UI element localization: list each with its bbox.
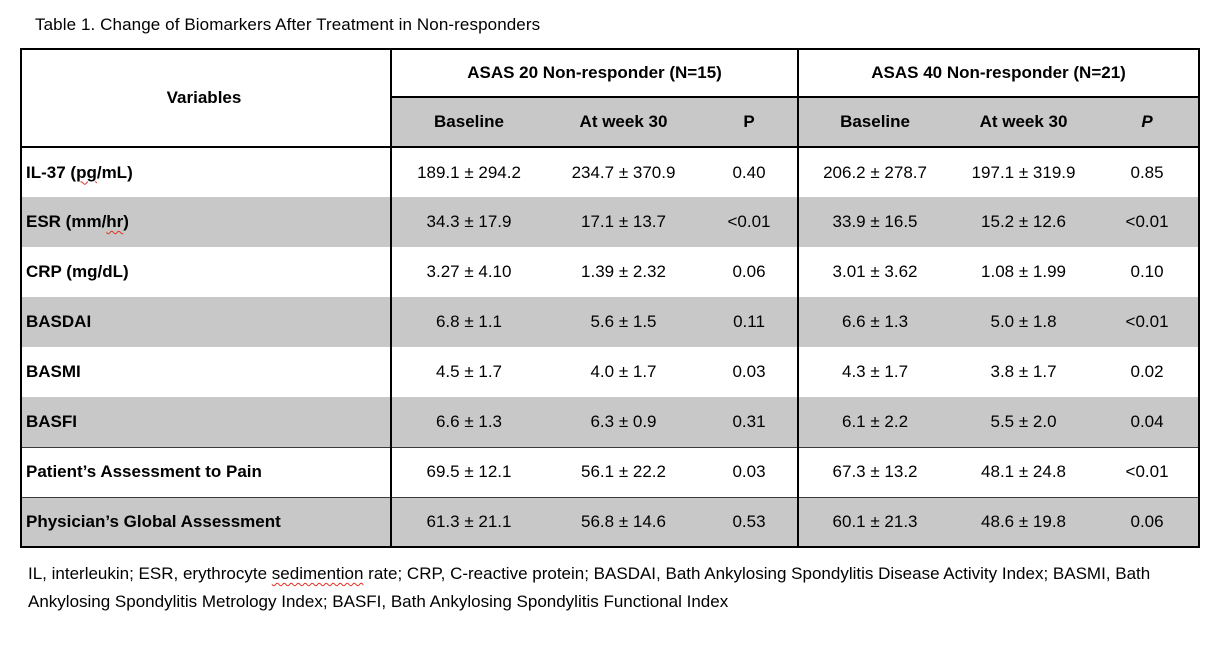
asas40-pvalue: <0.01: [1096, 446, 1200, 497]
variable-label: Physician’s Global Assessment: [21, 496, 392, 547]
asas40-week30-header: At week 30: [951, 97, 1097, 148]
misspelled-word: pg: [76, 162, 97, 182]
variables-column-header: Variables: [21, 49, 392, 148]
asas20-baseline-value: 6.8 ± 1.1: [435, 312, 503, 331]
asas20-baseline-value: 189.1 ± 294.2: [417, 162, 521, 182]
slide-page: Table 1. Change of Biomarkers After Trea…: [20, 15, 1201, 611]
group-header-asas40: ASAS 40 Non-responder (N=21): [798, 49, 1200, 98]
asas40-pvalue: 0.06: [1096, 496, 1200, 547]
asas20-pvalue: 0.31: [701, 397, 800, 447]
asas20-pvalue: 0.53: [701, 496, 800, 547]
asas40-pvalue: 0.10: [1130, 262, 1164, 281]
asas20-week30-value: 4.0 ± 1.7: [590, 362, 657, 381]
asas40-pvalue: <0.01: [1125, 212, 1169, 231]
asas20-pvalue: <0.01: [701, 197, 800, 247]
table-row-esr: ESR (mm/hr) 34.3 ± 17.9 17.1 ± 13.7 <0.0…: [21, 197, 1200, 247]
table-title: Table 1. Change of Biomarkers After Trea…: [35, 15, 541, 34]
asas20-week30-value: 56.8 ± 14.6: [546, 496, 701, 547]
asas40-week30-value: 1.08 ± 1.99: [981, 262, 1066, 281]
asas20-baseline-header: Baseline: [391, 97, 546, 148]
table-row-il37: IL-37 (pg/mL) 189.1 ± 294.2 234.7 ± 370.…: [21, 147, 1199, 197]
variable-label: ESR (mm/hr): [21, 197, 392, 247]
table-row-physician-global: Physician’s Global Assessment 61.3 ± 21.…: [21, 496, 1200, 547]
table-row-patient-pain: Patient’s Assessment to Pain 69.5 ± 12.1…: [21, 446, 1200, 497]
table-row-basfi: BASFI 6.6 ± 1.3 6.3 ± 0.9 0.31 6.1 ± 2.2…: [21, 397, 1200, 447]
variable-label: Patient’s Assessment to Pain: [21, 446, 392, 497]
asas40-baseline-value: 33.9 ± 16.5: [832, 212, 918, 231]
asas20-pvalue: 0.03: [701, 446, 800, 497]
asas40-week30-value: 48.6 ± 19.8: [951, 496, 1097, 547]
asas20-week30-value: 1.39 ± 2.32: [581, 262, 666, 281]
asas20-pvalue: 0.11: [701, 297, 800, 347]
asas20-pvalue: 0.03: [701, 347, 800, 397]
asas40-pvalue: <0.01: [1125, 312, 1169, 331]
asas40-week30-value: 3.8 ± 1.7: [990, 362, 1057, 381]
asas20-pvalue: 0.40: [701, 147, 800, 197]
asas40-pvalue: 0.85: [1130, 162, 1164, 182]
table-row-crp: CRP (mg/dL) 3.27 ± 4.10 1.39 ± 2.32 0.06…: [21, 247, 1199, 297]
asas40-week30-value: 197.1 ± 319.9: [971, 162, 1076, 182]
asas40-week30-value: 5.5 ± 2.0: [990, 411, 1057, 431]
asas40-baseline-value: 6.1 ± 2.2: [842, 411, 909, 431]
asas40-baseline-value: 3.01 ± 3.62: [832, 262, 918, 281]
asas20-week30-value: 6.3 ± 0.9: [590, 411, 657, 431]
variable-label: IL-37 (pg/mL): [21, 147, 392, 197]
asas40-pvalue: 0.02: [1130, 362, 1164, 381]
asas20-pvalue: 0.06: [701, 247, 800, 297]
asas40-week30-value: 48.1 ± 24.8: [951, 446, 1097, 497]
group-header-asas20: ASAS 20 Non-responder (N=15): [391, 49, 800, 98]
variable-label: BASMI: [21, 347, 392, 397]
biomarkers-table: Variables ASAS 20 Non-responder (N=15) A…: [20, 48, 1201, 548]
asas20-week30-value: 5.6 ± 1.5: [590, 312, 657, 331]
asas20-week30-value: 56.1 ± 22.2: [546, 446, 701, 497]
asas20-baseline-value: 6.6 ± 1.3: [435, 411, 503, 431]
asas40-baseline-value: 206.2 ± 278.7: [823, 162, 927, 182]
asas20-baseline-value: 34.3 ± 17.9: [426, 212, 512, 231]
asas40-baseline-value: 6.6 ± 1.3: [842, 312, 909, 331]
misspelled-word: sedimention: [271, 564, 364, 583]
variable-label: BASDAI: [21, 297, 392, 347]
asas20-week30-value: 234.7 ± 370.9: [571, 162, 676, 182]
table-row-basmi: BASMI 4.5 ± 1.7 4.0 ± 1.7 0.03 4.3 ± 1.7…: [21, 347, 1199, 397]
asas40-week30-value: 15.2 ± 12.6: [981, 212, 1066, 231]
asas20-week30-header: At week 30: [546, 97, 701, 148]
variable-label: CRP (mg/dL): [21, 247, 392, 297]
table-row-basdai: BASDAI 6.8 ± 1.1 5.6 ± 1.5 0.11 6.6 ± 1.…: [21, 297, 1200, 347]
misspelled-word: hr: [106, 212, 124, 231]
asas40-pvalue: 0.04: [1130, 411, 1164, 431]
asas40-week30-value: 5.0 ± 1.8: [990, 312, 1057, 331]
asas40-pvalue-header: P: [1096, 97, 1200, 148]
asas20-pvalue-header: P: [701, 97, 800, 148]
asas20-baseline-value: 3.27 ± 4.10: [426, 262, 512, 281]
asas20-baseline-value: 61.3 ± 21.1: [391, 496, 546, 547]
asas40-baseline-value: 60.1 ± 21.3: [798, 496, 952, 547]
asas20-week30-value: 17.1 ± 13.7: [581, 212, 666, 231]
asas40-baseline-value: 67.3 ± 13.2: [798, 446, 952, 497]
asas20-baseline-value: 4.5 ± 1.7: [435, 362, 503, 381]
asas20-baseline-value: 69.5 ± 12.1: [391, 446, 546, 497]
abbreviations-footnote: IL, interleukin; ESR, erythrocyte sedime…: [28, 564, 1151, 611]
asas40-baseline-value: 4.3 ± 1.7: [842, 362, 909, 381]
asas40-baseline-header: Baseline: [798, 97, 952, 148]
variable-label: BASFI: [21, 397, 392, 447]
